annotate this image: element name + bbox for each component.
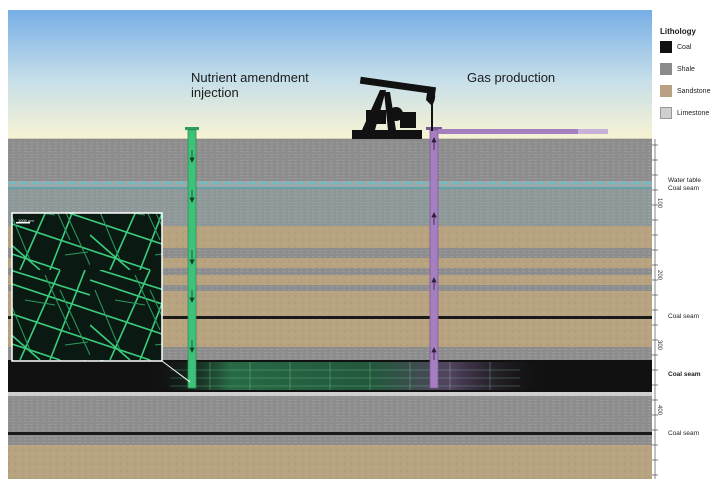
injection-well xyxy=(185,127,199,389)
production-well xyxy=(426,127,608,389)
depth-scale xyxy=(652,139,658,479)
production-well-title: Gas production xyxy=(467,70,556,85)
injection-well-title: Nutrient amendment injection xyxy=(191,70,309,100)
coal-seam-label-1: Coal seam xyxy=(668,185,700,192)
legend-swatch-shale xyxy=(660,63,672,75)
up-flow-arrows xyxy=(431,137,437,360)
legend-item-shale: Shale xyxy=(660,62,695,76)
legend-swatch-coal xyxy=(660,41,672,53)
coal-seam-label-3: Coal seam xyxy=(668,371,701,378)
coal-fracture-network xyxy=(170,362,520,390)
depth-tick-400: 400 xyxy=(656,405,662,416)
legend-item-limestone: Limestone xyxy=(660,106,709,120)
legend-label: Shale xyxy=(677,65,695,73)
legend-title: Lithology xyxy=(660,27,696,36)
pumpjack-icon xyxy=(352,76,437,139)
legend-item-coal: Coal xyxy=(660,40,691,54)
down-flow-arrows xyxy=(189,150,195,353)
coal-seam-label-2: Coal seam xyxy=(668,313,700,320)
legend-label: Sandstone xyxy=(677,87,711,95)
coal-seam-label-4: Coal seam xyxy=(668,430,700,437)
legend-label: Limestone xyxy=(677,109,710,117)
water-table-label: Water table xyxy=(668,177,701,184)
legend-swatch-limestone xyxy=(660,107,672,119)
depth-tick-300: 300 xyxy=(656,340,662,351)
depth-tick-100: 100 xyxy=(656,198,662,209)
sky xyxy=(8,10,652,139)
inset-scale-label: 1000 μm xyxy=(18,218,34,223)
microscopy-inset xyxy=(11,212,191,383)
legend-swatch-sandstone xyxy=(660,85,672,97)
legend-label: Coal xyxy=(677,43,692,51)
legend-item-sandstone: Sandstone xyxy=(660,84,710,98)
depth-tick-200: 200 xyxy=(656,270,662,281)
